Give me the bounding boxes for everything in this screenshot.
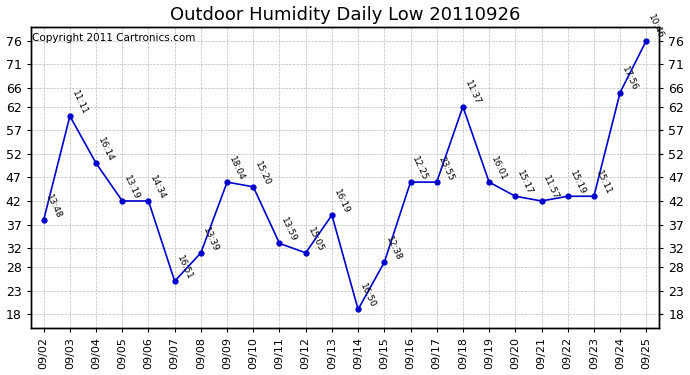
Text: 15:11: 15:11 [594, 169, 613, 196]
Text: 10:46: 10:46 [647, 13, 665, 40]
Text: 13:48: 13:48 [43, 193, 63, 220]
Text: 15:20: 15:20 [253, 160, 273, 187]
Text: Copyright 2011 Cartronics.com: Copyright 2011 Cartronics.com [32, 33, 195, 42]
Title: Outdoor Humidity Daily Low 20110926: Outdoor Humidity Daily Low 20110926 [170, 6, 520, 24]
Text: 11:37: 11:37 [463, 80, 482, 106]
Text: 17:56: 17:56 [620, 65, 639, 93]
Text: 23:55: 23:55 [437, 155, 455, 182]
Text: 16:51: 16:51 [175, 254, 194, 281]
Text: 16:14: 16:14 [96, 136, 115, 163]
Text: 14:34: 14:34 [148, 174, 168, 201]
Text: 15:05: 15:05 [306, 226, 325, 253]
Text: 13:19: 13:19 [122, 174, 141, 201]
Text: 13:39: 13:39 [201, 226, 220, 253]
Text: 12:25: 12:25 [411, 155, 429, 182]
Text: 11:11: 11:11 [70, 89, 89, 116]
Text: 15:19: 15:19 [568, 169, 586, 196]
Text: 16:50: 16:50 [358, 282, 377, 309]
Text: 12:38: 12:38 [384, 235, 404, 262]
Text: 16:01: 16:01 [489, 155, 509, 182]
Text: 16:19: 16:19 [332, 188, 351, 215]
Text: 15:17: 15:17 [515, 169, 534, 196]
Text: 18:04: 18:04 [227, 155, 246, 182]
Text: 13:59: 13:59 [279, 216, 299, 243]
Text: 11:57: 11:57 [542, 174, 560, 201]
